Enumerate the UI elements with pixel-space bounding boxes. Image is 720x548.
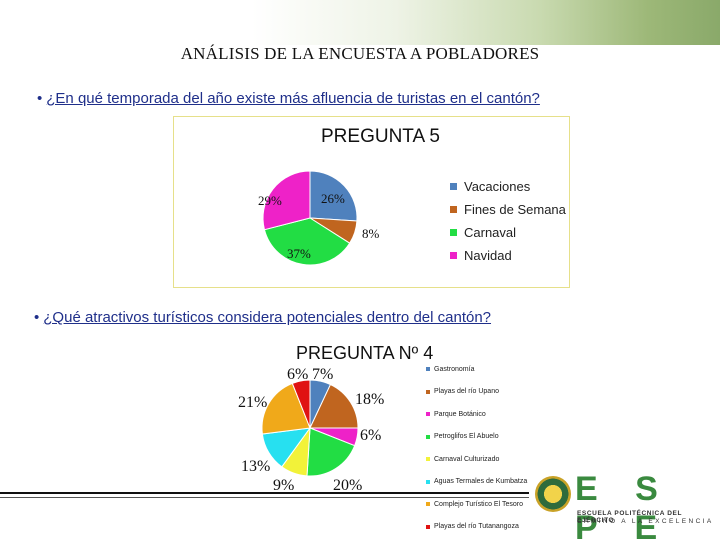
legend-label: Complejo Turístico El Tesoro [434, 500, 523, 508]
chart-2-frame [168, 335, 568, 500]
chart-2-slice-8 [291, 379, 311, 429]
chart-2-data-label-5: 9% [273, 477, 295, 494]
chart-1-data-label-1: 26% [321, 191, 345, 206]
legend-swatch [450, 252, 457, 259]
chart-2-data-label-6: 13% [241, 458, 271, 475]
legend-label: Gastronomía [434, 365, 475, 373]
question-2-text: ¿Qué atractivos turísticos considera pot… [43, 309, 492, 326]
chart-1-legend-item: Vacaciones [450, 175, 566, 198]
footer-rule [0, 492, 529, 494]
chart-2-legend-item: Aguas Termales de Kumbatza [426, 471, 527, 494]
legend-swatch [450, 183, 457, 190]
chart-1-pie [262, 170, 358, 266]
legend-swatch [426, 434, 430, 439]
chart-1-legend-item: Navidad [450, 244, 566, 267]
chart-2-title: PREGUNTA Nº 4 [296, 343, 434, 363]
legend-label: Playas del río Tutanangoza [434, 523, 519, 531]
logo-letters: E S P E [575, 470, 672, 547]
legend-label: Navidad [464, 248, 512, 263]
legend-swatch [426, 412, 430, 417]
chart-2-data-label-1: 7% [312, 366, 334, 383]
logo-line-1: ESCUELA POLITÉCNICA DEL EJÉRCITO [577, 510, 682, 524]
chart-1-title: PREGUNTA 5 [321, 126, 440, 147]
chart-1-slice-3 [263, 217, 351, 266]
bullet-icon: • [34, 309, 40, 326]
chart-2-data-label-3: 6% [360, 427, 382, 444]
chart-2-data-label-4: 20% [333, 477, 363, 494]
page-title: ANÁLISIS DE LA ENCUESTA A POBLADORES [180, 44, 540, 63]
question-2: • ¿Qué atractivos turísticos considera po… [34, 309, 491, 326]
seal-icon [535, 476, 571, 512]
legend-swatch [426, 524, 430, 529]
question-1-text: ¿En qué temporada del año existe más afl… [46, 90, 540, 107]
footer-rule-thin [0, 497, 529, 498]
question-1: • ¿En qué temporada del año existe más af… [37, 90, 540, 107]
chart-2-data-label-7: 21% [238, 394, 268, 411]
legend-label: Aguas Termales de Kumbatza [434, 478, 528, 486]
chart-2-legend-item: Petroglifos El Abuelo [426, 426, 527, 449]
legend-label: Carnaval [464, 225, 517, 240]
chart-2-slice-2 [309, 383, 359, 429]
legend-swatch [450, 206, 457, 213]
bullet-icon: • [37, 90, 43, 107]
legend-label: Carnaval Culturizado [434, 455, 500, 463]
chart-2-legend-item: Gastronomía [426, 358, 527, 381]
legend-label: Playas del río Upano [434, 388, 499, 396]
chart-2-legend-item: Parque Botánico [426, 403, 527, 426]
legend-swatch [426, 502, 430, 507]
legend-swatch [426, 367, 430, 372]
chart-1-data-label-3: 37% [287, 246, 311, 261]
chart-1-legend: Vacaciones Fines de Semana Carnaval Navidad [450, 175, 566, 267]
legend-swatch [426, 457, 430, 462]
header-band [0, 0, 720, 45]
chart-1-slice-4 [262, 170, 311, 231]
chart-2-legend-item: Carnaval Culturizado [426, 448, 527, 471]
legend-swatch [426, 479, 430, 484]
chart-1-slice-1 [309, 170, 358, 222]
chart-1-legend-item: Fines de Semana [450, 198, 566, 221]
chart-2-legend-item: Playas del río Upano [426, 381, 527, 404]
espe-logo: E S P E ESCUELA POLITÉCNICA DEL EJÉRCITO… [535, 470, 715, 547]
chart-1-frame [173, 116, 570, 288]
chart-1-data-label-2: 8% [362, 226, 380, 241]
legend-label: Petroglifos El Abuelo [434, 433, 499, 441]
legend-swatch [426, 389, 430, 394]
chart-2-legend: Gastronomía Playas del río Upano Parque Bo… [426, 358, 527, 538]
legend-label: Fines de Semana [464, 202, 566, 217]
legend-label: Parque Botánico [434, 410, 486, 418]
logo-line-2: CAMINO A LA EXCELENCIA [577, 518, 714, 525]
chart-2-legend-item: Complejo Turístico El Tesoro [426, 493, 527, 516]
chart-2-slice-4 [306, 427, 356, 477]
chart-2-slice-7 [261, 382, 311, 435]
chart-1-data-label-4: 29% [258, 193, 282, 208]
legend-swatch [450, 229, 457, 236]
chart-2-pie [261, 379, 359, 477]
legend-label: Vacaciones [464, 179, 531, 194]
chart-1-legend-item: Carnaval [450, 221, 566, 244]
chart-2-legend-item: Playas del río Tutanangoza [426, 516, 527, 539]
chart-2-data-label-2: 18% [355, 391, 385, 408]
chart-2-data-label-8: 6% [287, 366, 309, 383]
